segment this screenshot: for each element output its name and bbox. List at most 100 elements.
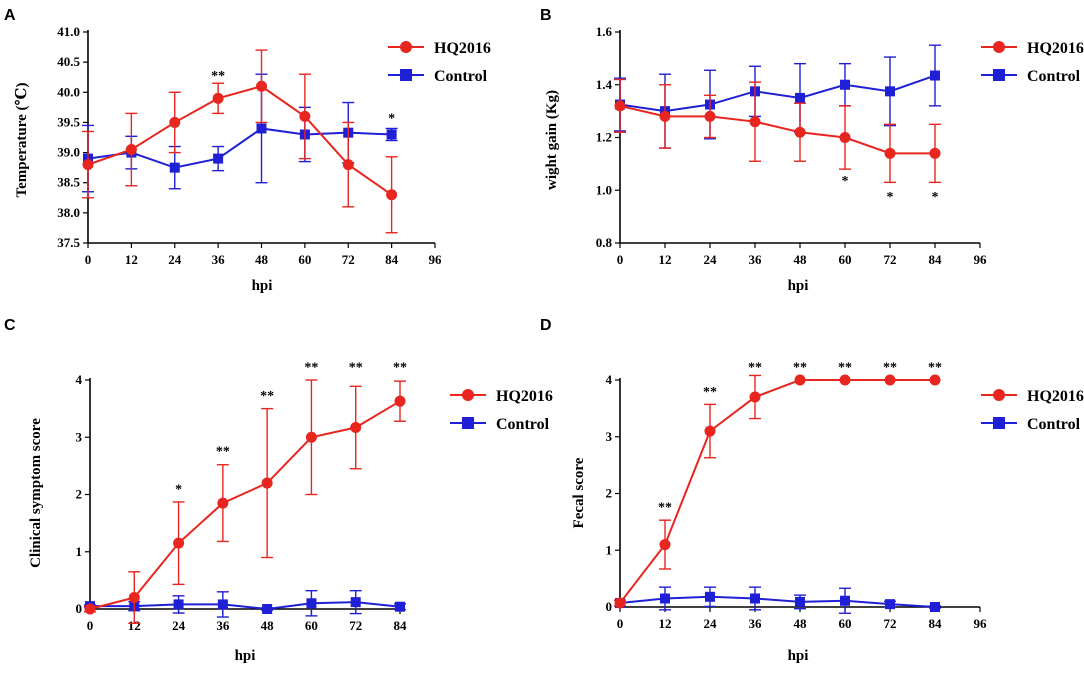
data-point (930, 70, 940, 81)
x-tick-label: 0 (617, 616, 624, 631)
x-tick-label: 0 (87, 618, 94, 633)
data-point (169, 162, 180, 173)
data-point (84, 603, 96, 615)
x-tick-label: 12 (128, 618, 141, 633)
data-point (169, 116, 181, 128)
legend-marker (993, 417, 1005, 429)
y-tick-label: 37.5 (57, 235, 80, 250)
data-point (262, 604, 273, 614)
significance-marker: ** (748, 360, 762, 375)
data-point (749, 116, 761, 128)
y-tick-label: 40.5 (57, 54, 80, 69)
panel-c: C hpi Clinical symptom score HQ2016 Cont… (4, 317, 553, 664)
legend: HQ2016 Control (1027, 388, 1084, 433)
legend-marker (993, 69, 1005, 81)
y-axis-title: Fecal score (571, 457, 587, 528)
series-hq2016 (84, 379, 406, 625)
data-point (350, 597, 361, 608)
x-tick-label: 48 (794, 252, 808, 267)
panel-b: B hpi wight gain (Kg) HQ2016 Control 0.8… (540, 7, 1084, 294)
significance-marker: ** (658, 501, 672, 516)
data-point (929, 374, 941, 386)
data-point (930, 602, 940, 612)
significance-marker: ** (211, 69, 225, 84)
panel-label: D (540, 317, 552, 334)
data-point (840, 595, 850, 606)
significance-marker: * (388, 111, 395, 126)
y-tick-label: 40.0 (57, 84, 80, 99)
y-tick-label: 38.5 (57, 175, 80, 190)
data-point (350, 422, 362, 434)
series-line (619, 104, 935, 155)
x-tick-label: 96 (974, 252, 988, 267)
significance-marker: ** (838, 360, 852, 375)
data-point (795, 596, 805, 607)
x-tick-label: 72 (342, 252, 355, 267)
x-tick-label: 0 (617, 252, 624, 267)
significance-marker: ** (883, 360, 897, 375)
data-point (386, 129, 397, 140)
legend: HQ2016 Control (496, 388, 553, 433)
y-axis-title: Temperature (℃) (14, 82, 30, 197)
data-point (794, 374, 806, 386)
y-tick-label: 39.5 (57, 114, 80, 129)
x-tick-label: 84 (929, 616, 943, 631)
series-line (619, 595, 936, 608)
data-point (306, 598, 317, 609)
data-point (173, 599, 184, 610)
panel-label: B (540, 7, 552, 24)
significance-marker: ** (304, 360, 318, 375)
series-line (619, 74, 936, 113)
data-point (659, 110, 671, 122)
data-point (839, 132, 851, 143)
data-point (750, 593, 760, 604)
legend-marker (400, 41, 412, 53)
series-hq2016 (614, 78, 941, 184)
significance-marker: ** (928, 360, 942, 375)
data-point (82, 159, 94, 171)
x-tick-label: 36 (749, 252, 763, 267)
y-tick-label: 1 (606, 542, 613, 557)
x-tick-label: 84 (394, 618, 408, 633)
data-point (125, 144, 137, 156)
y-tick-label: 0 (606, 599, 613, 614)
data-point (395, 601, 405, 612)
data-point (749, 391, 761, 403)
x-tick-label: 72 (884, 616, 897, 631)
series-control (614, 586, 941, 614)
data-point (305, 431, 317, 443)
data-point (256, 80, 267, 92)
x-tick-label: 48 (255, 252, 269, 267)
legend-marker (993, 389, 1005, 401)
significance-marker: ** (260, 389, 274, 404)
x-tick-label: 60 (839, 616, 852, 631)
data-point (212, 92, 224, 104)
data-point (705, 591, 715, 602)
x-tick-label: 12 (125, 252, 138, 267)
data-point (128, 592, 140, 604)
data-point (261, 477, 273, 489)
series-hq2016 (614, 374, 941, 609)
data-point (884, 374, 896, 386)
panel-label: A (4, 7, 16, 24)
x-tick-label: 96 (429, 252, 443, 267)
significance-marker: * (175, 482, 182, 497)
significance-marker: * (932, 190, 939, 205)
data-point (614, 100, 626, 112)
y-tick-label: 2 (606, 486, 613, 501)
x-tick-label: 60 (305, 618, 318, 633)
legend-label-control: Control (434, 68, 488, 85)
legend-marker (462, 389, 474, 401)
significance-marker: * (887, 190, 894, 205)
series-line (619, 379, 935, 604)
y-tick-label: 4 (76, 372, 83, 387)
legend-label-control: Control (496, 416, 550, 433)
x-tick-label: 84 (385, 252, 399, 267)
panel-label: C (4, 317, 16, 334)
panel-a: A hpi Temperature (℃) HQ2016 Control 37.… (4, 7, 491, 294)
y-tick-label: 1 (76, 544, 83, 559)
y-tick-label: 2 (76, 487, 83, 502)
x-axis-title: hpi (252, 278, 273, 294)
legend: HQ2016 Control (1027, 40, 1084, 85)
